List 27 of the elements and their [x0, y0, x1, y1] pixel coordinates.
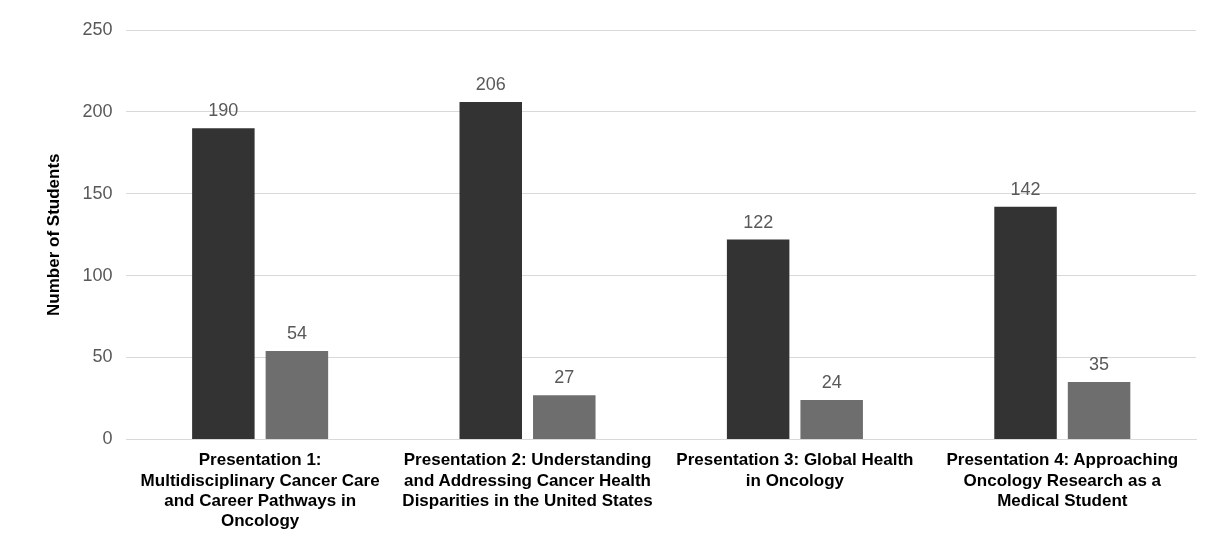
x-tick-label: Presentation 4: Approaching Oncology Research as a Medical Student [946, 450, 1179, 511]
bar [265, 350, 329, 439]
bar [1067, 382, 1131, 439]
data-label: 142 [1010, 178, 1041, 199]
x-tick-label: Presentation 3: Global Health in Oncology [676, 450, 914, 490]
data-label: 54 [286, 322, 307, 343]
data-label: 122 [743, 211, 774, 232]
bar [994, 206, 1057, 439]
data-label: 35 [1089, 354, 1110, 375]
y-tick-label: 0 [102, 428, 113, 449]
bar [726, 239, 790, 439]
bar [533, 395, 596, 439]
data-label: 206 [475, 74, 506, 95]
x-tick-label: Presentation 2: Understanding and Addressing Cancer Health Disparities in the United States [402, 450, 653, 511]
y-tick-label: 250 [82, 18, 113, 39]
y-tick-label: 150 [82, 182, 113, 203]
y-tick-label: 100 [82, 264, 113, 285]
data-label: 24 [821, 372, 842, 393]
y-tick-label: 200 [82, 100, 113, 121]
data-label: 27 [554, 367, 575, 388]
y-axis-title: Number of Students [43, 153, 63, 316]
x-tick-label: Presentation 1: Multidisciplinary Cancer Care and Career Pathways in Oncology [140, 450, 380, 531]
bar [192, 128, 255, 439]
bar [459, 102, 523, 439]
y-tick-label: 50 [92, 346, 113, 367]
bar [800, 400, 863, 439]
data-label: 190 [208, 100, 239, 121]
